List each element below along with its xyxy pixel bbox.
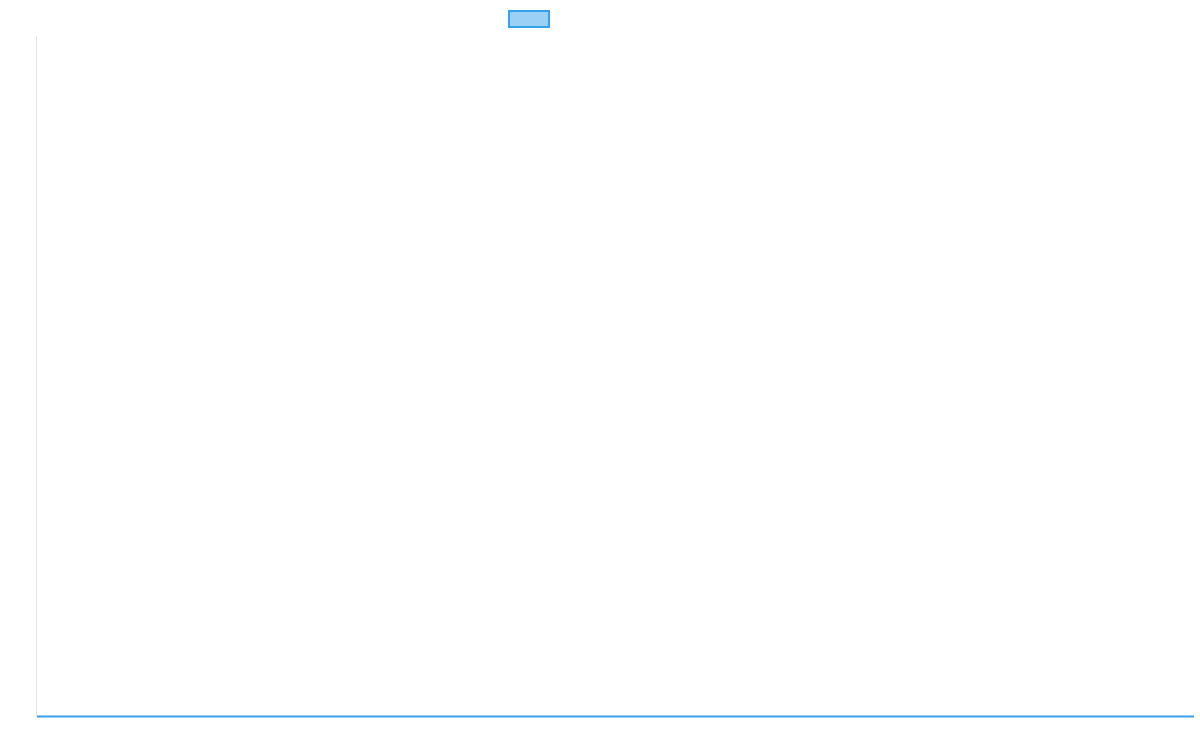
legend-swatch[interactable]: [508, 10, 550, 28]
